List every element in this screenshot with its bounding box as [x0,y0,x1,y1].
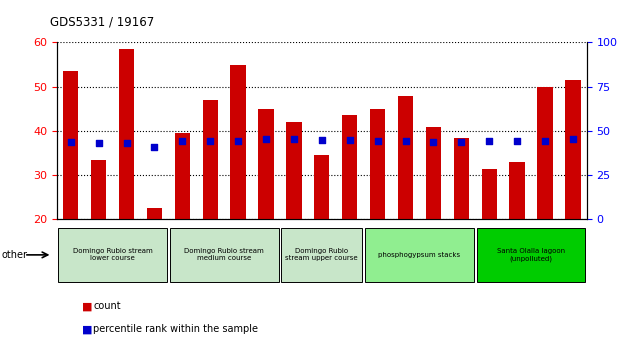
Text: GSM832449: GSM832449 [178,233,187,279]
Text: GSM832443: GSM832443 [429,233,438,279]
Text: GSM832451: GSM832451 [233,233,242,279]
Text: phosphogypsum stacks: phosphogypsum stacks [379,252,461,258]
Text: ■: ■ [82,301,93,311]
Text: GSM832438: GSM832438 [512,233,522,279]
Text: Domingo Rubio stream
medium course: Domingo Rubio stream medium course [184,249,264,261]
Text: GSM832450: GSM832450 [206,233,215,279]
Text: Domingo Rubio stream
lower course: Domingo Rubio stream lower course [73,249,153,261]
Point [568,136,578,142]
Text: ■: ■ [82,324,93,334]
Bar [426,126,441,219]
Text: GSM832454: GSM832454 [317,233,326,279]
Bar [91,160,106,219]
Bar [314,155,329,219]
Point [261,136,271,142]
Text: GSM832445: GSM832445 [66,233,75,279]
Bar [565,80,581,219]
FancyBboxPatch shape [281,228,362,282]
Point [177,138,187,144]
Bar [481,169,497,219]
Point [205,138,215,144]
Text: other: other [1,250,27,260]
Text: GSM832446: GSM832446 [94,233,103,279]
Point [122,141,132,146]
Bar [147,209,162,219]
Text: GSM832439: GSM832439 [541,233,550,279]
Point [317,137,327,143]
Text: GSM832452: GSM832452 [261,233,271,279]
Bar [538,87,553,219]
Text: count: count [93,301,121,311]
Point [93,141,103,146]
FancyBboxPatch shape [58,228,167,282]
Bar [370,109,386,219]
Text: GSM832453: GSM832453 [290,233,298,279]
Point [512,138,522,144]
FancyBboxPatch shape [365,228,474,282]
Text: percentile rank within the sample: percentile rank within the sample [93,324,258,334]
Point [456,139,466,144]
Text: GSM832442: GSM832442 [401,233,410,279]
Text: Santa Olalla lagoon
(unpolluted): Santa Olalla lagoon (unpolluted) [497,248,565,262]
Bar [454,138,469,219]
Point [428,140,439,145]
Bar [342,115,357,219]
Text: Domingo Rubio
stream upper course: Domingo Rubio stream upper course [285,249,358,261]
Text: GSM832440: GSM832440 [569,233,577,279]
Point [233,138,243,144]
Text: GSM832441: GSM832441 [373,233,382,279]
Point [372,138,382,144]
FancyBboxPatch shape [476,228,586,282]
Point [401,138,411,144]
Bar [63,71,78,219]
Text: GSM832448: GSM832448 [150,233,159,279]
FancyBboxPatch shape [170,228,278,282]
Text: GSM832437: GSM832437 [485,233,493,279]
Point [66,139,76,144]
Bar [203,100,218,219]
Point [150,144,160,150]
Bar [119,49,134,219]
Text: GSM832444: GSM832444 [457,233,466,279]
Bar [286,122,302,219]
Point [484,138,494,144]
Point [289,136,299,142]
Bar [509,162,525,219]
Bar [175,133,190,219]
Point [540,138,550,144]
Bar [398,96,413,219]
Bar [258,109,274,219]
Text: GSM832455: GSM832455 [345,233,354,279]
Bar [230,64,246,219]
Point [345,137,355,143]
Text: GSM832447: GSM832447 [122,233,131,279]
Text: GDS5331 / 19167: GDS5331 / 19167 [50,15,155,28]
